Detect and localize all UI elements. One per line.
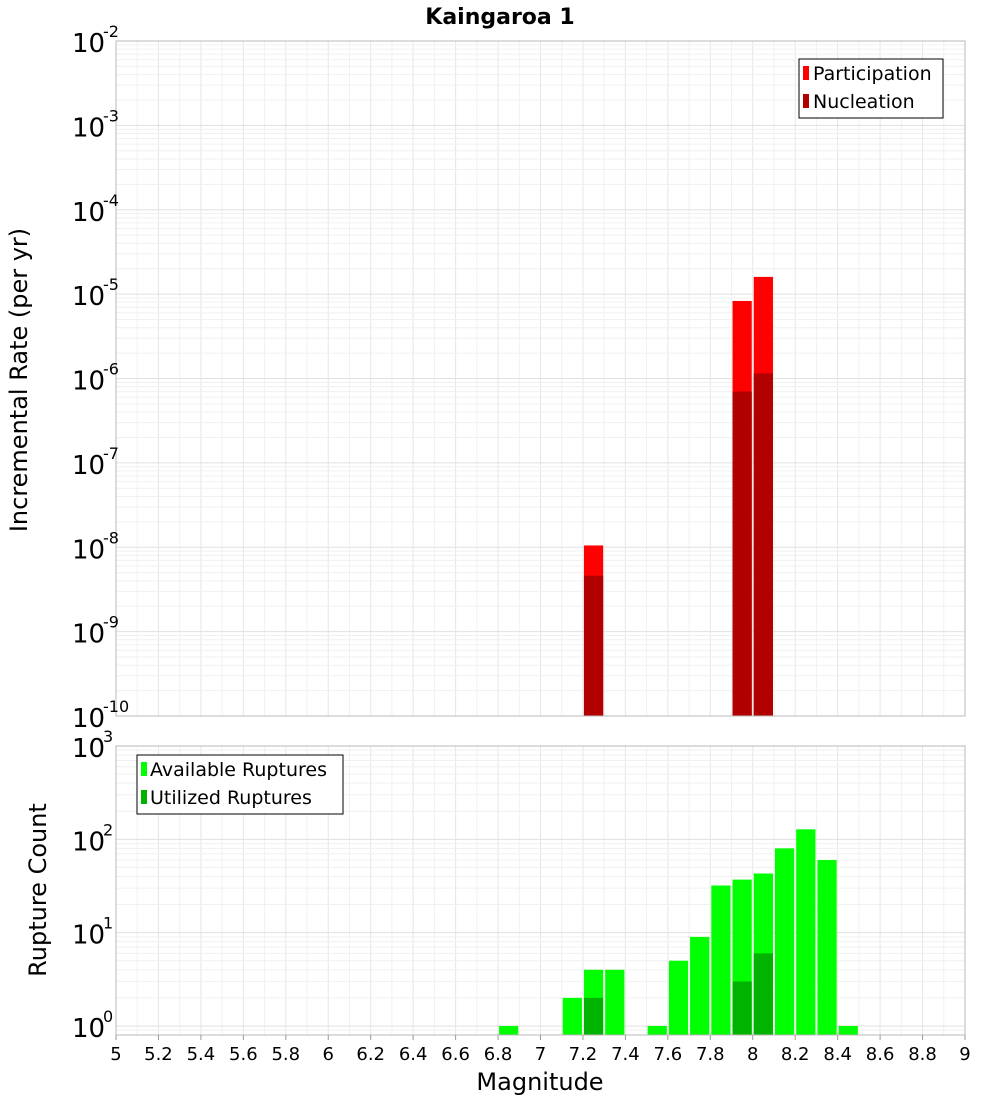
top-legend-box [798, 58, 944, 119]
x-tick-label: 5 [110, 1044, 121, 1065]
top-y-tick-label: 10 [72, 29, 105, 59]
bottom-y-tick-label: 10 [72, 1014, 105, 1044]
bottom-bar-available-ruptures [647, 1025, 667, 1035]
x-tick-label: 5.2 [144, 1044, 173, 1065]
top-y-axis-label: Incremental Rate (per yr) [5, 228, 33, 532]
top-y-tick-exponent: -7 [103, 444, 119, 463]
x-tick-label: 7.8 [696, 1044, 725, 1065]
top-y-tick-exponent: -6 [103, 360, 119, 379]
x-tick-label: 8.6 [866, 1044, 895, 1065]
top-y-tick-label: 10 [72, 620, 105, 650]
bottom-legend-box [136, 754, 344, 815]
legend-swatch-available [141, 762, 147, 776]
x-tick-label: 8 [747, 1044, 758, 1065]
bottom-bar-available-ruptures [774, 848, 795, 1035]
top-y-tick-exponent: -3 [103, 106, 119, 125]
bottom-y-tick-exponent: 2 [103, 820, 113, 839]
x-tick-label: 6 [323, 1044, 334, 1065]
top-bar-nucleation [732, 391, 752, 716]
bottom-bar-available-ruptures [690, 936, 710, 1035]
bottom-legend: Available Ruptures Utilized Ruptures [136, 754, 344, 815]
top-y-tick-label: 10 [72, 113, 105, 143]
x-tick-label: 5.6 [229, 1044, 258, 1065]
bottom-y-tick-exponent: 3 [103, 727, 113, 746]
top-y-tick-label: 10 [72, 451, 105, 481]
bottom-y-tick-label: 10 [72, 921, 105, 951]
top-y-tick-label: 10 [72, 535, 105, 565]
legend-swatch-participation [803, 66, 809, 80]
bottom-y-axis-label: Rupture Count [24, 803, 52, 977]
top-panel: 10-210-310-410-510-610-710-810-910-10 In… [5, 22, 966, 734]
top-y-tick-exponent: -8 [103, 528, 119, 547]
top-y-tick-exponent: -2 [103, 22, 119, 41]
x-tick-label: 5.4 [187, 1044, 216, 1065]
bottom-y-tick-label: 10 [72, 734, 105, 764]
top-y-tick-label: 10 [72, 198, 105, 228]
legend-label-participation: Participation [813, 63, 932, 85]
bottom-bar-available-ruptures [796, 829, 816, 1035]
bottom-y-tick-exponent: 1 [103, 914, 113, 933]
bottom-bar-available-ruptures [499, 1025, 519, 1035]
top-y-tick-exponent: -5 [103, 275, 119, 294]
x-tick-label: 6.4 [399, 1044, 428, 1065]
bottom-bar-available-ruptures [817, 860, 837, 1035]
top-plot-border [115, 40, 966, 717]
bottom-bars [499, 829, 858, 1035]
legend-swatch-utilized [141, 790, 147, 804]
x-tick-label: 8.8 [908, 1044, 937, 1065]
bottom-bar-available-ruptures [838, 1025, 858, 1035]
bottom-bar-utilized-ruptures [732, 981, 752, 1035]
x-tick-label: 9 [959, 1044, 970, 1065]
x-tick-label: 8.4 [823, 1044, 852, 1065]
top-legend: Participation Nucleation [798, 58, 944, 119]
top-grid [115, 40, 966, 717]
x-tick-label: 6.6 [441, 1044, 470, 1065]
chart-title: Kaingaroa 1 [425, 5, 574, 30]
bottom-bar-available-ruptures [605, 969, 625, 1035]
bottom-bar-utilized-ruptures [583, 997, 604, 1035]
top-y-tick-exponent: -4 [103, 191, 119, 210]
x-tick-label: 5.8 [271, 1044, 300, 1065]
legend-label-utilized: Utilized Ruptures [150, 787, 312, 809]
x-tick-label: 7 [535, 1044, 546, 1065]
bottom-bar-available-ruptures [711, 885, 731, 1035]
top-y-tick-label: 10 [72, 282, 105, 312]
bottom-bar-utilized-ruptures [753, 953, 773, 1035]
x-axis-label: Magnitude [476, 1068, 603, 1096]
top-y-tick-label: 10 [72, 367, 105, 397]
x-tick-label: 7.4 [611, 1044, 640, 1065]
x-tick-label: 7.2 [569, 1044, 598, 1065]
bottom-y-tick-label: 10 [72, 827, 105, 857]
top-y-tick-exponent: -9 [103, 613, 119, 632]
x-tick-label: 6.2 [356, 1044, 385, 1065]
bottom-y-tick-exponent: 0 [103, 1007, 113, 1026]
top-y-tick-exponent: -10 [103, 697, 129, 716]
x-tick-label: 6.8 [484, 1044, 513, 1065]
top-y-ticks: 10-210-310-410-510-610-710-810-910-10 [72, 22, 129, 734]
top-y-tick-label: 10 [72, 704, 105, 734]
x-tick-label: 7.6 [654, 1044, 683, 1065]
x-axis-ticks: 5 5.2 5.4 5.6 5.8 6 6.2 6.4 6.6 6.8 7 7.2 7.4 7.6 7.8 8… [110, 1035, 971, 1065]
top-bars [583, 276, 773, 716]
bottom-bar-available-ruptures [668, 960, 689, 1035]
bottom-bar-available-ruptures [562, 997, 582, 1035]
x-tick-label: 8.2 [781, 1044, 810, 1065]
legend-label-available: Available Ruptures [150, 759, 327, 781]
legend-label-nucleation: Nucleation [813, 91, 915, 113]
top-bar-nucleation [753, 373, 773, 716]
top-bar-nucleation [583, 575, 604, 716]
legend-swatch-nucleation [803, 94, 809, 108]
